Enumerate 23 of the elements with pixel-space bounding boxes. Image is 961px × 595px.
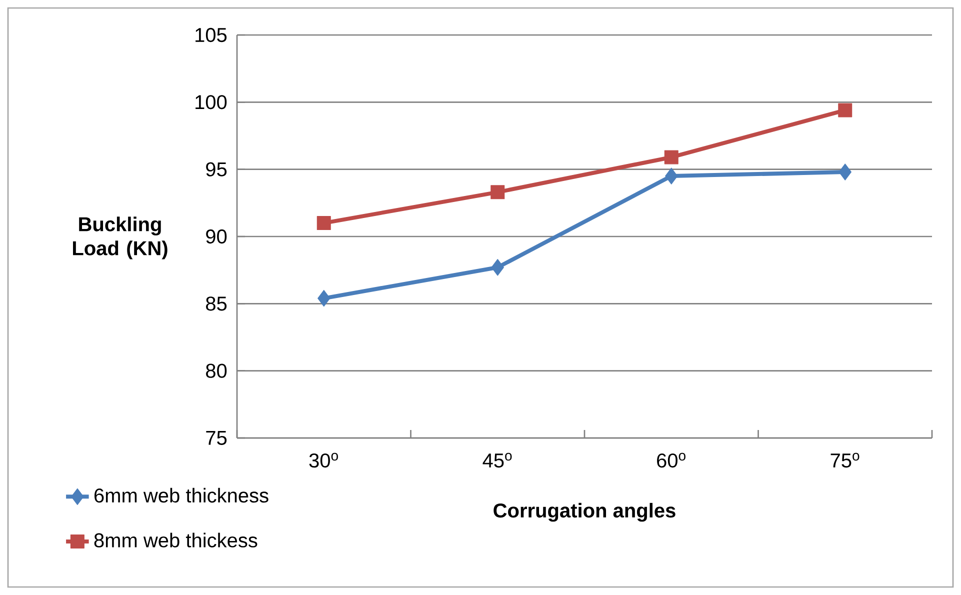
y-tick-label: 100 (196, 95, 227, 110)
y-tick-label: 90 (206, 229, 227, 244)
y-tick-label: 85 (206, 296, 227, 311)
x-tick-label: 30$^{o}$ (309, 452, 338, 468)
x-tick-label: 75$^{o}$ (830, 452, 860, 468)
y-tick-label: 105 (196, 28, 227, 42)
point (316, 216, 331, 230)
point (838, 164, 852, 180)
legend-label: 8mm web thickess (94, 532, 258, 548)
point (838, 103, 852, 118)
y-axis-title: Buckling Load (KN) (73, 216, 168, 260)
y-tick-label: 80 (206, 364, 227, 378)
x-tick-label: 60$^{o}$ (657, 452, 686, 468)
point (490, 185, 505, 200)
y-tick-label: 75 (206, 431, 227, 445)
legend-label: 6mm web thickness (94, 488, 268, 503)
x-axis-title: Corrugation angles (494, 502, 676, 522)
point (491, 259, 504, 276)
point (664, 150, 678, 164)
x-tick-label: 45$^{o}$ (482, 452, 512, 468)
y-tick-label: 95 (206, 162, 227, 176)
point (318, 290, 330, 307)
point (665, 168, 678, 184)
